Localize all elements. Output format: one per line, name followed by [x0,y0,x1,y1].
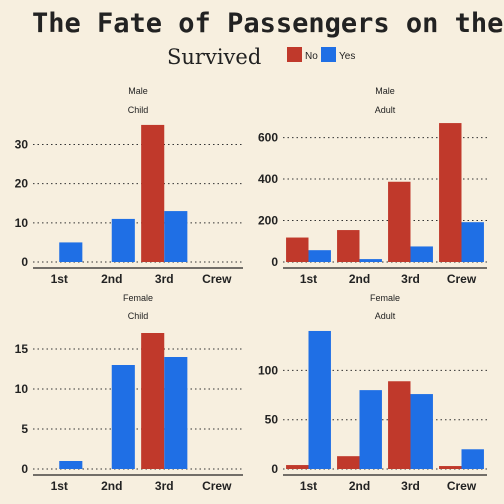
y-tick-label: 15 [15,342,29,356]
strip-age-label: Child [128,311,149,321]
bar-1st-no [286,237,309,262]
x-tick-label: 2nd [101,479,122,493]
x-tick-label: Crew [202,479,232,493]
x-tick-label: 2nd [349,479,370,493]
bar-1st-no [286,465,309,469]
x-tick-label: 2nd [101,272,122,286]
bar-2nd-yes [359,390,382,469]
x-tick-label: Crew [202,272,232,286]
y-tick-label: 400 [258,172,278,186]
x-tick-label: 3rd [401,272,420,286]
bar-3rd-yes [410,394,433,469]
y-tick-label: 0 [271,255,278,269]
strip-sex-label: Male [128,86,148,96]
legend-swatch-no [287,47,302,62]
y-tick-label: 50 [265,413,279,427]
bar-1st-yes [59,461,83,469]
x-tick-label: 3rd [155,479,174,493]
panel-female-adult: Female Adult 0 50 100 1st 2nd 3rd Crew [258,293,487,493]
bar-1st-yes [59,242,83,262]
x-tick-label: 2nd [349,272,370,286]
y-tick-label: 600 [258,131,278,145]
x-tick-label: Crew [447,272,477,286]
bar-crew-no [439,466,462,469]
legend-title: Survived [167,45,261,69]
x-tick-label: 3rd [155,272,174,286]
strip-sex-label: Female [370,293,400,303]
bar-2nd-yes [111,218,135,262]
panel-male-adult: Male Adult 0 200 400 600 1st 2nd 3rd Crew [258,86,487,286]
bar-3rd-yes [164,211,188,262]
panel-female-child: Female Child 0 5 10 15 1st 2nd 3rd Crew [15,293,243,493]
legend-label-yes: Yes [339,51,355,62]
y-tick-label: 0 [21,255,28,269]
panel-male-child: Male Child 0 10 20 30 1st 2nd 3rd Crew [15,86,243,286]
bar-2nd-yes [359,259,382,262]
bar-3rd-yes [164,357,188,469]
strip-sex-label: Female [123,293,153,303]
y-tick-label: 20 [15,177,29,191]
y-tick-label: 30 [15,138,29,152]
x-tick-label: 1st [300,479,317,493]
legend-swatch-yes [321,47,336,62]
strip-age-label: Adult [375,311,396,321]
x-tick-label: Crew [447,479,477,493]
chart-title: The Fate of Passengers on the Titanic [32,8,504,39]
strip-age-label: Child [128,105,149,115]
y-tick-label: 100 [258,363,278,377]
bar-2nd-yes [111,365,135,469]
x-tick-label: 3rd [401,479,420,493]
bar-crew-no [439,123,462,262]
x-tick-label: 1st [300,272,317,286]
y-tick-label: 10 [15,216,29,230]
bar-crew-yes [461,222,484,262]
y-tick-label: 200 [258,214,278,228]
strip-sex-label: Male [375,86,395,96]
y-tick-label: 10 [15,382,29,396]
bar-1st-yes [308,330,331,469]
y-tick-label: 0 [271,462,278,476]
y-tick-label: 0 [21,462,28,476]
bar-3rd-no [141,124,165,263]
strip-age-label: Adult [375,105,396,115]
bar-1st-yes [308,250,331,262]
legend-label-no: No [305,51,318,62]
bar-2nd-no [337,230,360,262]
x-tick-label: 1st [51,479,68,493]
bar-2nd-no [337,456,360,469]
bar-3rd-no [388,381,411,469]
legend: No Yes [287,47,355,62]
bar-3rd-yes [410,246,433,262]
y-tick-label: 5 [21,422,28,436]
bar-crew-yes [461,449,484,469]
facet-panels: Male Child 0 10 20 30 1st 2nd 3rd Crew Male Adult 0 2… [15,86,487,493]
bar-3rd-no [388,181,411,262]
bar-3rd-no [141,333,165,469]
x-tick-label: 1st [51,272,68,286]
